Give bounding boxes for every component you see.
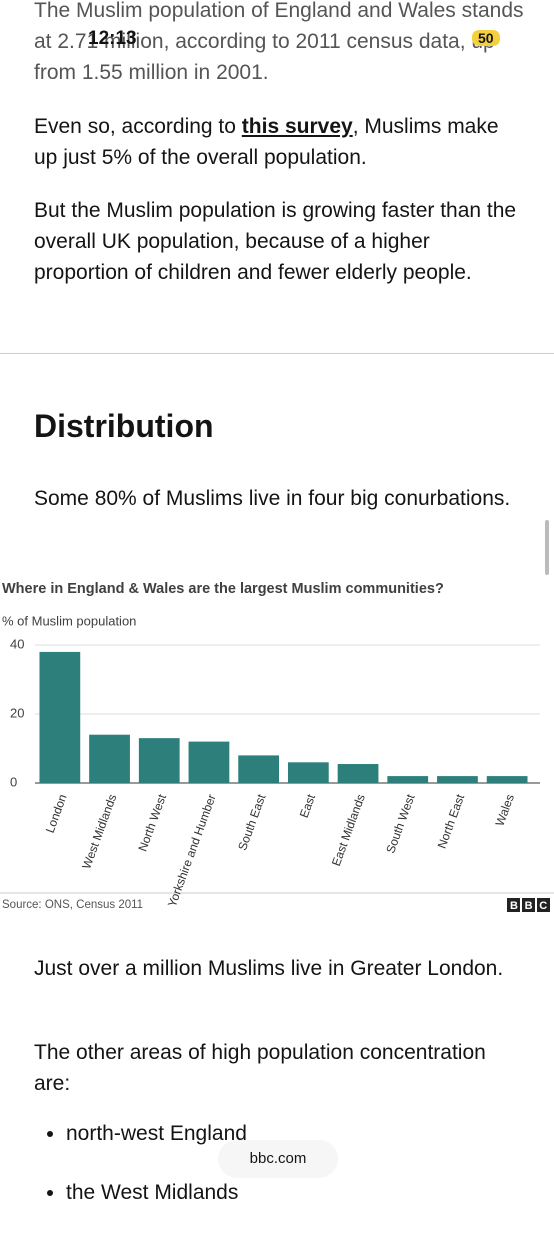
page: The Muslim population of England and Wal… [0, 0, 554, 1200]
logo-block [522, 898, 535, 912]
bar [337, 764, 379, 783]
bullet: north-west England [66, 1118, 247, 1149]
y-axis-label: % of Muslim population [2, 613, 136, 628]
bar [387, 776, 429, 783]
bar [39, 651, 81, 783]
london-paragraph: Just over a million Muslims live in Grea… [34, 957, 504, 980]
x-tick-label: Yorkshire and Humber [165, 792, 219, 909]
bar [138, 738, 180, 783]
bar [486, 776, 528, 783]
other-areas-paragraph: The other areas of high population conce… [34, 1041, 486, 1095]
scrollbar [545, 520, 549, 575]
section-heading: Distribution [34, 408, 214, 444]
bar [188, 741, 230, 783]
bar [89, 734, 130, 783]
bar [238, 755, 280, 783]
y-tick-label: 40 [10, 636, 24, 651]
chart-source: Source: ONS, Census 2011 [2, 899, 143, 911]
logo-block [507, 898, 520, 912]
url-pill[interactable]: bbc.com [218, 1140, 338, 1178]
x-tick-label: West Midlands [79, 792, 119, 871]
x-tick-label: South West [383, 792, 418, 855]
growth-paragraph: But the Muslim population is growing fas… [34, 199, 517, 284]
survey-paragraph: Even so, according to this survey, Musli… [34, 111, 524, 173]
text: Even so, according to [34, 115, 242, 138]
survey-link[interactable]: this survey [241, 115, 353, 138]
logo-block [537, 898, 550, 912]
conurbations-paragraph: Some 80% of Muslims live in four big con… [34, 487, 511, 510]
logo: BBC [510, 900, 554, 912]
x-tick-label: London [43, 792, 70, 834]
bar [287, 762, 329, 783]
x-tick-label: Wales [493, 792, 517, 828]
bullet: the West Midlands [66, 1177, 247, 1208]
x-tick-label: East Midlands [329, 792, 368, 868]
text: , Muslims make up just 5% of the overall… [34, 115, 499, 169]
chart-title: Where in England & Wales are the largest… [2, 581, 444, 597]
y-tick-label: 20 [10, 705, 24, 720]
intro-paragraph: The Muslim population of England and Wal… [34, 0, 524, 84]
bullet-list: north-west England the West Midlands [8, 1118, 247, 1236]
chart: Where in England & Wales are the largest… [0, 581, 554, 912]
x-tick-label: East [297, 792, 319, 820]
status-time: 12:13 [88, 28, 137, 49]
x-tick-label: South East [235, 792, 268, 853]
battery: 50 [472, 30, 500, 46]
y-tick-label: 0 [10, 774, 17, 789]
divider [0, 353, 554, 354]
x-tick-label: North West [135, 792, 169, 854]
bar [437, 776, 478, 783]
x-tick-label: North East [435, 792, 468, 851]
